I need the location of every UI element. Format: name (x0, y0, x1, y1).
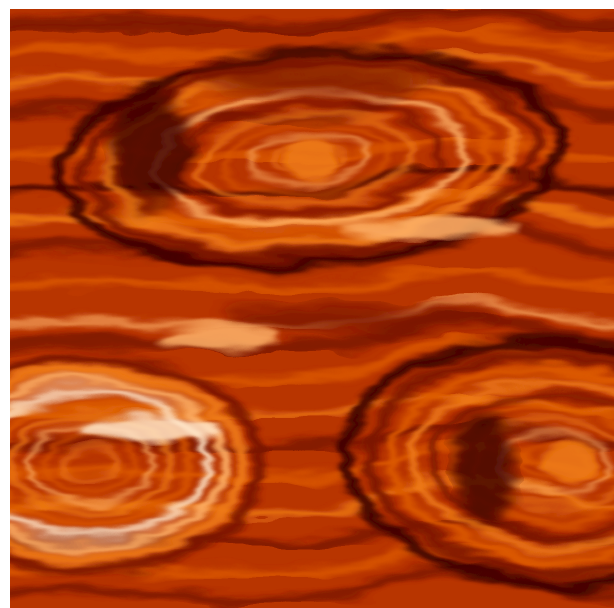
shadow-region (190, 61, 430, 97)
shadow-region (220, 303, 500, 335)
shadow-region (110, 89, 190, 209)
highlight-region (160, 327, 280, 351)
highlight-region (540, 442, 600, 486)
highlight-region (282, 137, 338, 181)
highlight-region (80, 415, 220, 443)
highlight-region (340, 219, 520, 239)
vortex-image (10, 9, 614, 608)
vortex-canvas (10, 9, 614, 608)
shadow-region (455, 414, 515, 524)
